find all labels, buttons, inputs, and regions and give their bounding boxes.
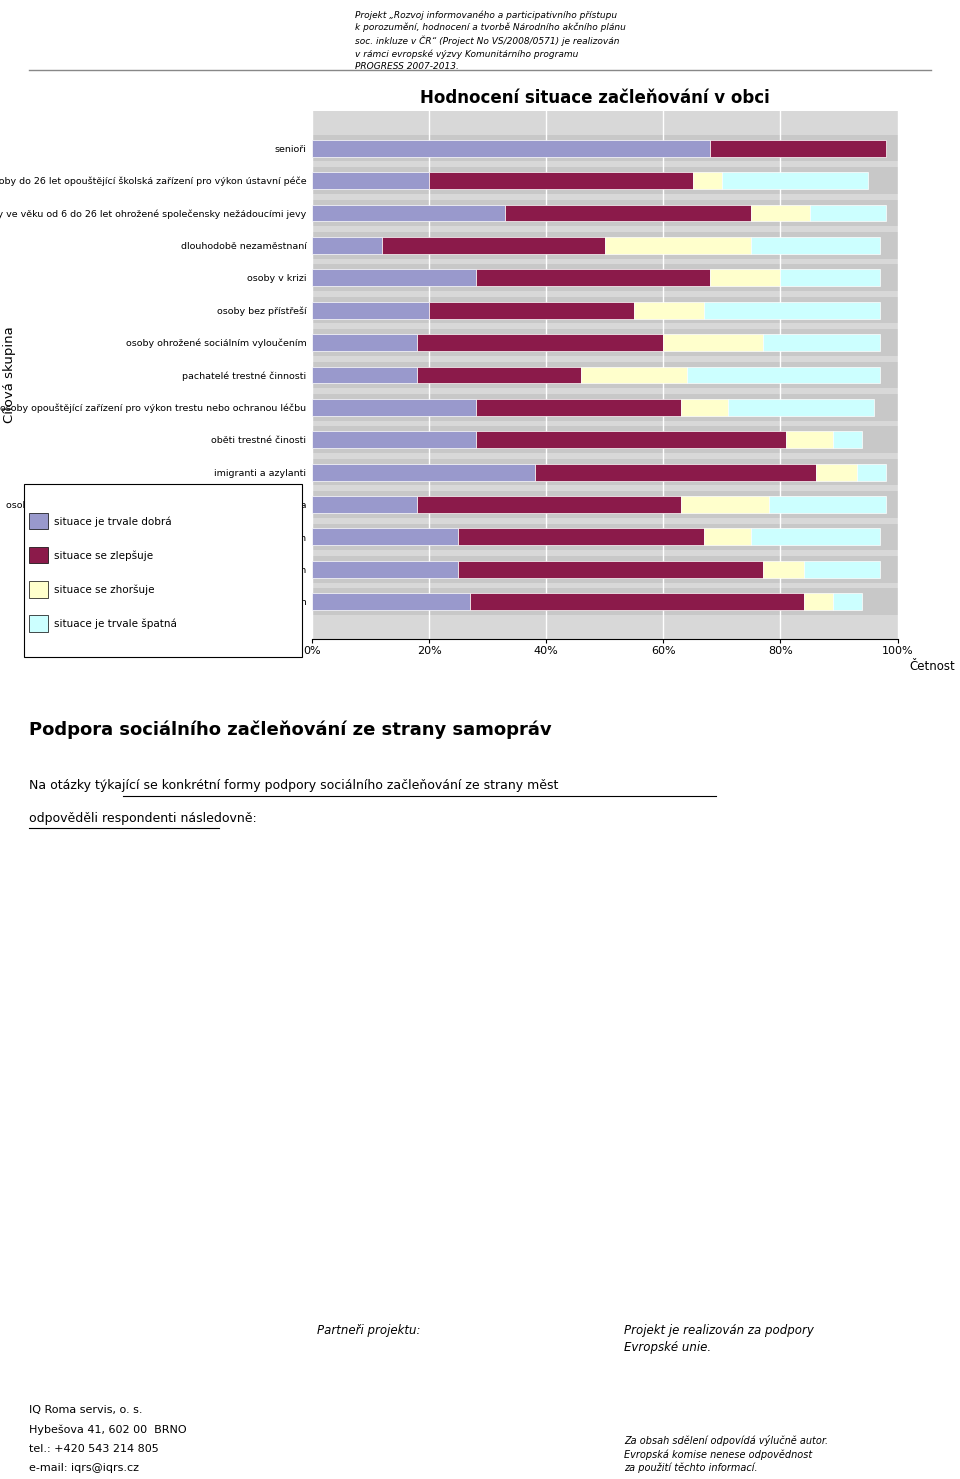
Bar [722, 172, 869, 189]
Bar [312, 269, 476, 285]
Text: IQ Roma servis, o. s.: IQ Roma servis, o. s. [29, 1405, 142, 1415]
Bar [763, 334, 880, 351]
Text: Projekt „Rozvoj informovaného a participativního přístupu
k porozumění, hodnocen: Projekt „Rozvoj informovaného a particip… [355, 10, 626, 71]
Bar [312, 393, 898, 420]
Bar [312, 561, 459, 578]
Bar [312, 297, 898, 324]
Bar [312, 135, 898, 161]
Bar [459, 561, 763, 578]
Bar [693, 172, 722, 189]
Bar [312, 524, 898, 550]
Text: Hybešova 41, 602 00  BRNO: Hybešova 41, 602 00 BRNO [29, 1424, 186, 1435]
Bar [418, 495, 681, 513]
Bar [418, 367, 582, 383]
Bar [769, 495, 886, 513]
Text: Četnost: Četnost [909, 660, 955, 673]
Bar [476, 399, 681, 416]
Bar [816, 464, 856, 481]
Text: Na otázky týkající se konkrétní formy podpory sociálního začleňování ze strany m: Na otázky týkající se konkrétní formy po… [29, 779, 558, 793]
Bar [312, 495, 418, 513]
Bar [804, 593, 833, 609]
Bar [429, 172, 693, 189]
Bar [429, 302, 635, 318]
Bar [312, 556, 898, 583]
Bar [312, 265, 898, 291]
Text: Projekt je realizován za podpory
Evropské unie.: Projekt je realizován za podpory Evropsk… [624, 1324, 814, 1353]
Text: situace je trvale dobrá: situace je trvale dobrá [54, 516, 172, 527]
Bar [710, 141, 886, 157]
Bar [663, 334, 763, 351]
Bar [312, 167, 898, 194]
Bar [312, 432, 476, 448]
Bar [856, 464, 886, 481]
Bar [786, 432, 833, 448]
Bar [681, 495, 769, 513]
Bar [312, 141, 710, 157]
Bar [312, 528, 459, 546]
Bar [476, 269, 710, 285]
Bar [312, 589, 898, 615]
Text: situace se zlepšuje: situace se zlepšuje [54, 550, 153, 561]
Bar [833, 432, 862, 448]
Bar [312, 362, 898, 387]
Text: Partneři projektu:: Partneři projektu: [317, 1324, 420, 1337]
Bar [312, 399, 476, 416]
Bar [418, 334, 663, 351]
Bar [459, 528, 705, 546]
Bar [804, 561, 880, 578]
Text: odpověděli respondenti následovně:: odpověděli respondenti následovně: [29, 812, 256, 825]
Bar [833, 593, 862, 609]
Bar [312, 172, 429, 189]
Bar [681, 399, 728, 416]
Bar [312, 330, 898, 356]
Text: tel.: +420 543 214 805: tel.: +420 543 214 805 [29, 1444, 158, 1454]
Bar [312, 302, 429, 318]
Bar [605, 237, 751, 254]
Bar [780, 269, 880, 285]
Text: Podpora sociálního začleňování ze strany samopráv: Podpora sociálního začleňování ze strany… [29, 720, 551, 740]
Bar [635, 302, 705, 318]
Bar [312, 334, 418, 351]
Text: Cílová skupina: Cílová skupina [3, 327, 16, 423]
Bar [752, 237, 880, 254]
Bar [312, 426, 898, 453]
Bar [582, 367, 686, 383]
Bar [312, 200, 898, 226]
Bar [312, 367, 418, 383]
Bar [312, 491, 898, 518]
Bar [312, 593, 470, 609]
Bar [505, 204, 752, 222]
Bar [312, 237, 382, 254]
Bar [728, 399, 875, 416]
Bar [312, 458, 898, 485]
Bar [312, 232, 898, 259]
Bar [312, 464, 535, 481]
Text: situace se zhoršuje: situace se zhoršuje [54, 584, 155, 595]
Bar [752, 204, 810, 222]
Bar [476, 432, 786, 448]
Bar [312, 204, 505, 222]
Bar [763, 561, 804, 578]
Bar [686, 367, 880, 383]
Bar [535, 464, 816, 481]
Bar [710, 269, 780, 285]
Bar [470, 593, 804, 609]
Text: Za obsah sdělení odpovídá výlučně autor.
Evropská komise nenese odpovědnost
za p: Za obsah sdělení odpovídá výlučně autor.… [624, 1435, 828, 1473]
Bar [751, 528, 880, 546]
Text: e-mail: iqrs@iqrs.cz: e-mail: iqrs@iqrs.cz [29, 1463, 139, 1473]
Text: situace je trvale špatná: situace je trvale špatná [54, 618, 177, 629]
Text: Hodnocení situace začleňování v obci: Hodnocení situace začleňování v obci [420, 89, 770, 106]
Bar [810, 204, 886, 222]
Bar [382, 237, 605, 254]
Bar [705, 528, 751, 546]
Bar [705, 302, 880, 318]
